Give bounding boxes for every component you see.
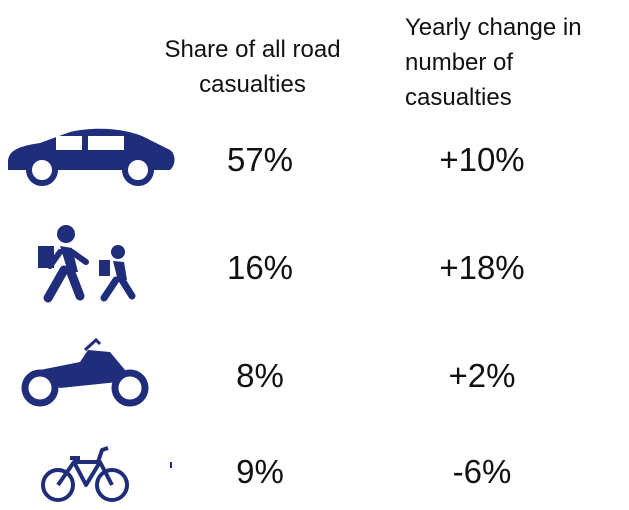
car-icon: [8, 128, 175, 186]
motorcycle-icon: [21, 337, 149, 407]
share-value: 57%: [226, 141, 294, 178]
column-header: Yearly change in number of casualties: [405, 14, 582, 111]
bicycle-icon: [41, 446, 129, 502]
share-value: 16%: [226, 249, 294, 286]
change-value: -6%: [452, 453, 512, 490]
change-value: +18%: [439, 249, 525, 286]
column-header: Share of all road casualties: [164, 36, 341, 98]
share-value: 9%: [236, 453, 284, 490]
change-value: +10%: [439, 141, 525, 178]
stray-mark: [170, 462, 172, 468]
pedestrians-icon: [38, 225, 136, 303]
change-value: +2%: [448, 357, 516, 394]
share-value: 8%: [236, 357, 284, 394]
